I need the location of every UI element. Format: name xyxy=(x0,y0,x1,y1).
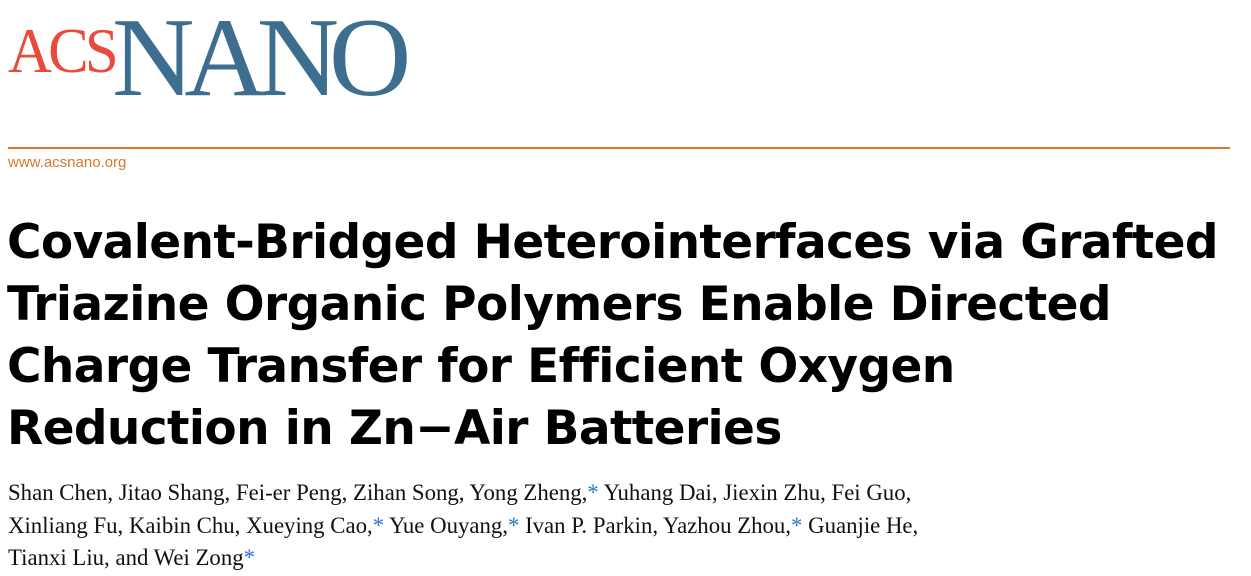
author-line: Xinliang Fu, Kaibin Chu, Xueying Cao,* Y… xyxy=(8,510,918,543)
corresponding-author-mark[interactable]: * xyxy=(791,512,803,539)
author-names: Xinliang Fu, Kaibin Chu, Xueying Cao, xyxy=(8,512,373,539)
author-line: Tianxi Liu, and Wei Zong* xyxy=(8,542,918,575)
logo-acs: ACS xyxy=(8,15,119,86)
author-list: Shan Chen, Jitao Shang, Fei-er Peng, Zih… xyxy=(8,477,918,575)
author-names: Shan Chen, Jitao Shang, Fei-er Peng, Zih… xyxy=(8,480,588,506)
author-names: Ivan P. Parkin, Yazhou Zhou, xyxy=(519,512,792,539)
author-line: Shan Chen, Jitao Shang, Fei-er Peng, Zih… xyxy=(8,477,918,510)
title-line: Triazine Organic Polymers Enable Directe… xyxy=(7,277,1112,332)
article-title: Covalent-Bridged Heterointerfaces via Gr… xyxy=(7,212,1219,460)
author-names: Guanjie He, xyxy=(802,512,919,539)
title-line: Covalent-Bridged Heterointerfaces via Gr… xyxy=(7,215,1219,270)
corresponding-author-mark[interactable]: * xyxy=(587,480,599,506)
author-names: Yuhang Dai, Jiexin Zhu, Fei Guo, xyxy=(598,480,912,506)
logo-nano: NANO xyxy=(112,0,411,120)
corresponding-author-mark[interactable]: * xyxy=(372,512,385,539)
title-line: Charge Transfer for Efficient Oxygen xyxy=(7,339,955,394)
author-names: Yue Ouyang, xyxy=(384,512,508,539)
journal-url[interactable]: www.acsnano.org xyxy=(8,154,127,171)
title-line: Reduction in Zn−Air Batteries xyxy=(7,401,782,456)
corresponding-author-mark[interactable]: * xyxy=(243,545,256,571)
author-names: Tianxi Liu, and Wei Zong xyxy=(8,545,244,571)
header-rule xyxy=(8,147,1230,149)
corresponding-author-mark[interactable]: * xyxy=(507,512,520,539)
